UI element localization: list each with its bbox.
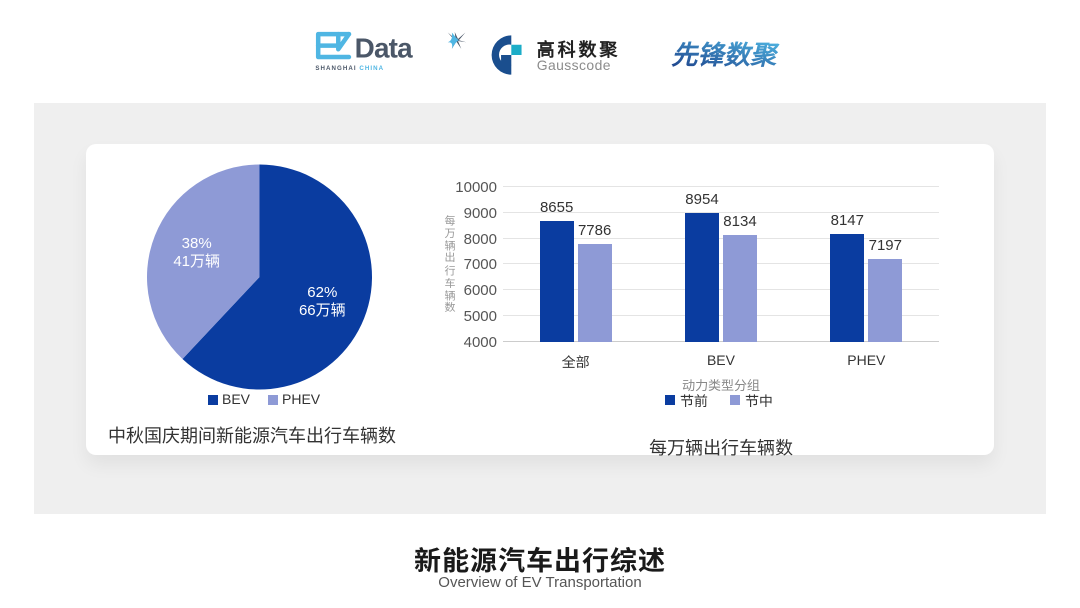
svg-text:PHEV: PHEV (282, 391, 321, 407)
svg-text:SHANGHAI CHINA: SHANGHAI CHINA (315, 65, 384, 72)
svg-text:中秋国庆期间新能源汽车出行车辆数: 中秋国庆期间新能源汽车出行车辆数 (108, 426, 396, 446)
svg-text:Gausscode: Gausscode (536, 57, 610, 73)
svg-text:66万辆: 66万辆 (299, 302, 346, 319)
svg-text:Data: Data (354, 32, 412, 63)
svg-text:62%: 62% (307, 284, 337, 301)
svg-text:41万辆: 41万辆 (173, 253, 220, 270)
svg-text:BEV: BEV (222, 391, 251, 407)
svg-text:38%: 38% (182, 235, 212, 252)
svg-text:先锋数聚: 先锋数聚 (671, 40, 780, 70)
